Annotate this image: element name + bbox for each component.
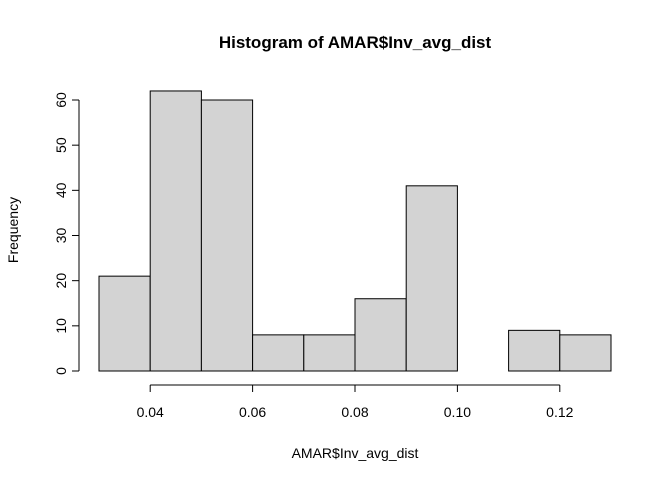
y-axis-label: Frequency [5,197,21,263]
histogram-bar [252,334,305,372]
histogram-bar [354,298,407,372]
y-tick-label: 20 [53,273,69,289]
x-tick-label: 0.04 [137,404,164,420]
histogram-bar [559,334,612,372]
y-tick-label: 10 [53,318,69,334]
bars-group [98,90,612,372]
y-tick-label: 0 [53,367,69,375]
x-tick-label: 0.12 [546,404,573,420]
x-tick-label: 0.10 [444,404,471,420]
x-tick-label: 0.06 [239,404,266,420]
y-axis: 0 10 20 30 40 50 60 [53,92,80,375]
x-axis: 0.04 0.06 0.08 0.10 0.12 [137,384,574,420]
chart-title: Histogram of AMAR$Inv_avg_dist [219,33,492,52]
x-tick-label: 0.08 [341,404,368,420]
histogram-bar [303,334,356,372]
histogram-bar [200,99,254,372]
histogram-bar [508,329,561,372]
y-tick-label: 50 [53,137,69,153]
y-tick-label: 60 [53,92,69,108]
histogram-bar [98,275,151,372]
histogram-bar [405,185,458,372]
histogram-bar [149,90,202,372]
y-tick-label: 40 [53,182,69,198]
y-tick-label: 30 [53,228,69,244]
x-axis-label: AMAR$Inv_avg_dist [292,445,419,461]
